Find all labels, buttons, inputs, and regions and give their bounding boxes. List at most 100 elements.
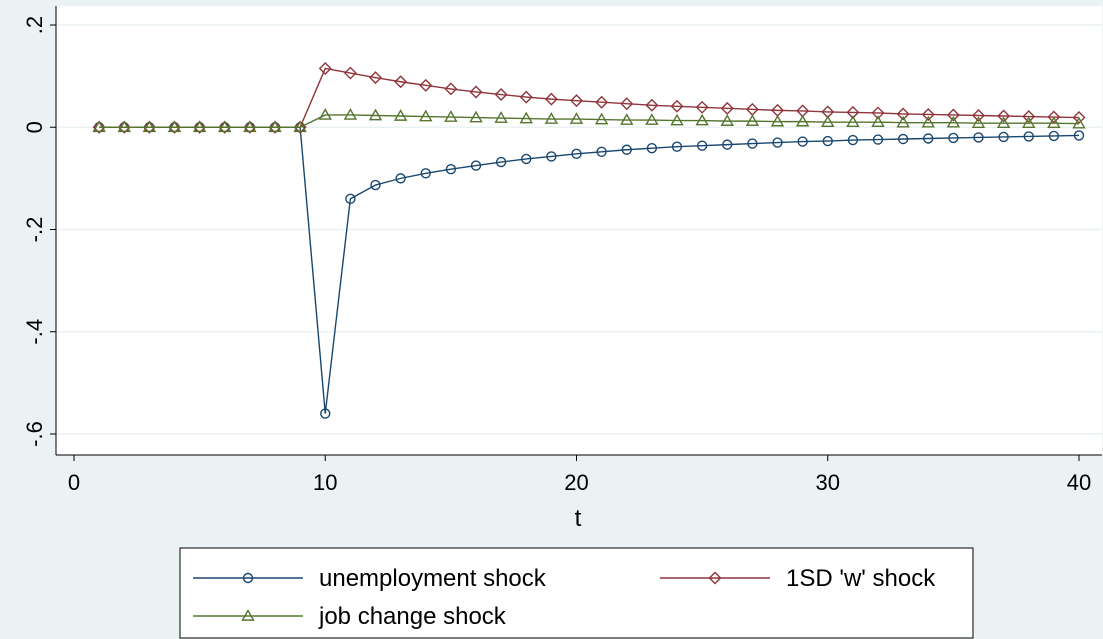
y-tick-label: -.2 (22, 217, 47, 243)
data-point (192, 120, 207, 133)
data-point (519, 111, 533, 124)
data-point (972, 109, 985, 122)
data-point (419, 78, 433, 92)
data-point (948, 132, 959, 144)
data-point (343, 108, 358, 120)
data-point (996, 116, 1011, 128)
data-point (571, 148, 582, 160)
data-point (1047, 116, 1061, 128)
data-point (92, 120, 106, 133)
data-point (1048, 130, 1060, 142)
x-tick-label: 10 (313, 470, 337, 495)
data-point (971, 116, 986, 128)
data-point (193, 120, 207, 134)
data-point (142, 120, 156, 134)
series-layer (92, 61, 1086, 419)
data-point (821, 115, 835, 127)
data-point (772, 137, 783, 148)
data-point (268, 120, 282, 134)
x-tick-label: 30 (816, 470, 840, 495)
data-point (923, 133, 934, 144)
data-point (243, 120, 257, 134)
data-point (1073, 130, 1085, 141)
data-point (822, 135, 833, 147)
data-point (419, 109, 433, 122)
legend-marker (242, 572, 254, 584)
data-point (393, 109, 408, 121)
data-point (570, 94, 583, 108)
data-point (645, 98, 659, 112)
x-tick-label: 0 (68, 470, 80, 495)
x-axis-title: t (575, 505, 582, 532)
series-job-change-shock (92, 108, 1086, 133)
data-point (92, 120, 106, 134)
data-point (770, 114, 785, 127)
data-point (871, 106, 885, 120)
data-point (168, 120, 181, 134)
data-point (871, 115, 885, 127)
data-point (620, 113, 634, 125)
data-point (395, 173, 406, 184)
data-point (621, 144, 632, 155)
data-point (1022, 116, 1036, 128)
data-point (946, 108, 960, 122)
data-point (946, 115, 961, 128)
data-point (795, 114, 810, 127)
data-point (973, 132, 984, 143)
legend-label: job change shock (318, 603, 507, 630)
data-point (670, 113, 684, 126)
data-point (921, 107, 935, 121)
data-point (720, 101, 734, 115)
data-point (544, 92, 558, 106)
data-point (594, 112, 609, 125)
data-point (218, 120, 232, 133)
legend-label: 1SD 'w' shock (786, 565, 936, 592)
data-point (646, 143, 658, 154)
data-point (998, 131, 1009, 143)
data-point (645, 113, 659, 125)
legend-item-unemployment-shock: unemployment shock (193, 565, 547, 592)
data-point (921, 115, 935, 128)
data-point (847, 134, 859, 146)
y-tick-label: .2 (22, 16, 47, 34)
legend-item-1sd-w-shock: 1SD 'w' shock (660, 565, 936, 592)
data-point (370, 179, 381, 191)
data-point (445, 163, 457, 175)
data-point (470, 160, 482, 171)
data-point (997, 109, 1011, 123)
data-point (117, 120, 131, 133)
data-point (469, 110, 483, 123)
legend-box (179, 547, 974, 639)
series-line (99, 114, 1080, 128)
data-point (720, 114, 734, 126)
data-point (318, 108, 332, 120)
data-point (368, 108, 383, 121)
data-point (117, 120, 131, 134)
legend-marker (241, 609, 255, 621)
data-point (896, 107, 910, 121)
data-point (243, 120, 257, 133)
data-point (494, 111, 508, 123)
y-tick-label: -.4 (22, 319, 47, 345)
data-point (394, 75, 408, 89)
data-point (420, 168, 431, 179)
data-point (695, 113, 709, 126)
data-point (546, 151, 557, 162)
data-point (521, 153, 532, 165)
legend: unemployment shock 1SD 'w' shock job chang… (179, 547, 974, 639)
data-point (544, 112, 559, 124)
data-point (519, 90, 533, 104)
data-point (670, 99, 684, 113)
data-point (1022, 110, 1036, 124)
data-point (469, 85, 483, 99)
data-point (872, 134, 884, 145)
data-point (1072, 116, 1086, 129)
legend-item-job-change-shock: job change shock (193, 603, 507, 630)
data-point (142, 120, 157, 133)
data-point (444, 82, 458, 96)
data-point (320, 408, 331, 419)
legend-label: unemployment shock (319, 565, 547, 592)
data-point (595, 95, 609, 109)
y-tick-label: 0 (22, 121, 47, 133)
